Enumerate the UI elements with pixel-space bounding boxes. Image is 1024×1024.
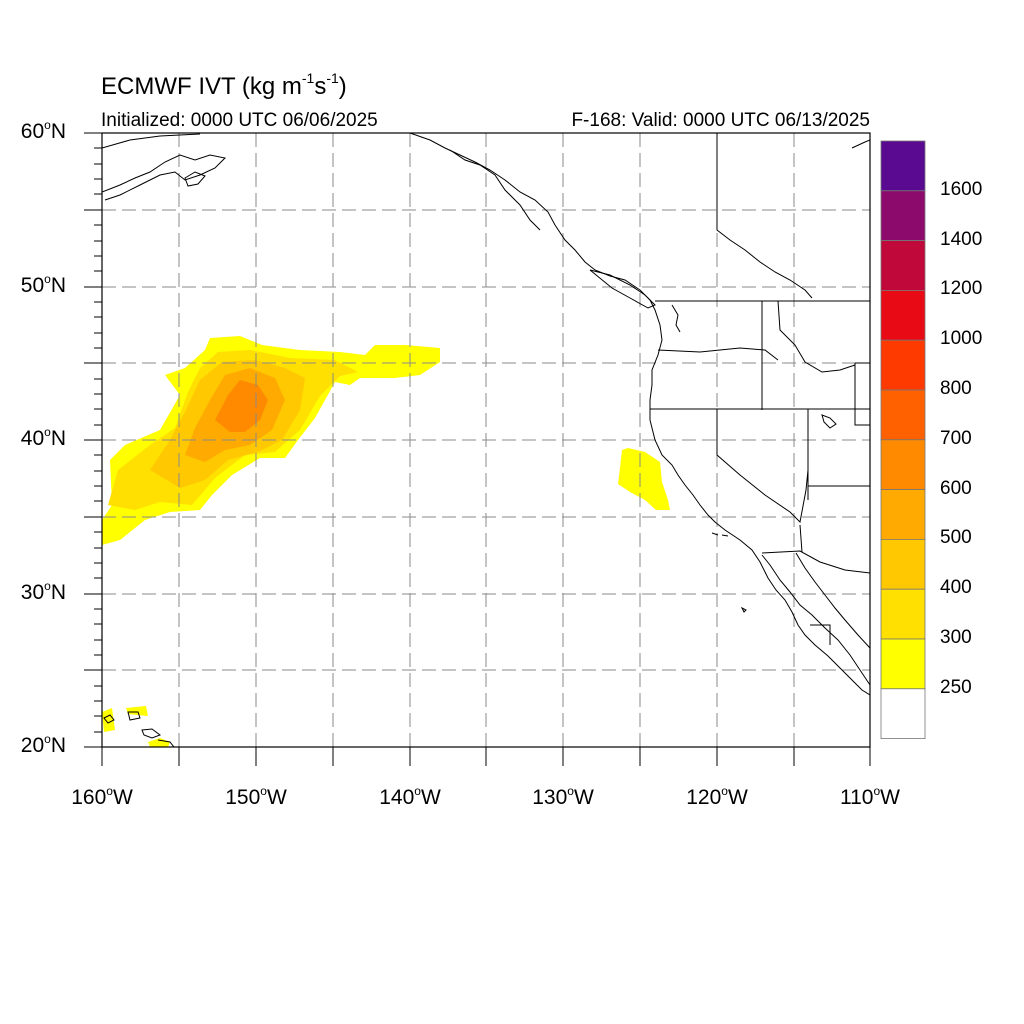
colorbar-label: 1000 [940, 328, 983, 350]
colorbar-swatch [880, 439, 926, 490]
wa-or-border [657, 347, 779, 361]
lat-label-60: 60oN [20, 118, 66, 143]
north-coast-range [851, 139, 870, 149]
ivt-patch-california [618, 448, 670, 510]
colorbar-swatch [880, 240, 926, 291]
ca-nv-border [716, 409, 809, 524]
axis-ticks [84, 132, 871, 766]
baja-gulf [761, 552, 870, 686]
puget-sound [671, 304, 681, 333]
inside-passage [449, 149, 541, 231]
colorbar-swatch [880, 539, 926, 590]
mexico-states [810, 624, 831, 645]
alaska-bc-border [716, 133, 813, 299]
lat-label-20: 20oN [20, 732, 66, 757]
coastlines [102, 133, 870, 747]
lon-label-140: 140oW [379, 784, 441, 809]
colorbar-swatch [880, 289, 926, 341]
colorbar-label: 250 [940, 676, 972, 698]
initialized-time: Initialized: 0000 UTC 06/06/2025 [101, 110, 378, 131]
ivt-patch-hawaii-1 [102, 708, 115, 732]
colorbar [880, 140, 926, 739]
lon-label-150: 150oW [225, 784, 287, 809]
lon-label-120: 120oW [686, 784, 748, 809]
lon-label-110: 110oW [840, 784, 900, 809]
lat-label-50: 50oN [20, 272, 66, 297]
lon-label-130: 130oW [532, 784, 594, 809]
colorbar-label: 600 [940, 477, 972, 499]
vancouver-island [589, 269, 656, 309]
colorbar-label: 700 [940, 427, 972, 449]
colorbar-swatch [880, 190, 926, 242]
colorbar-swatch [880, 638, 926, 690]
lon-label-160: 160oW [71, 784, 133, 809]
colorbar-label: 400 [940, 577, 972, 599]
valid-time: F-168: Valid: 0000 UTC 06/13/2025 [571, 110, 870, 131]
hawaii-islands [103, 711, 175, 747]
az-border [799, 485, 870, 553]
idaho-border [761, 300, 856, 410]
ivt-patch-hawaii-3 [148, 738, 170, 747]
great-salt-lake [821, 414, 837, 429]
alaska-islands [184, 171, 206, 187]
colorbar-swatch [880, 489, 926, 540]
colorbar-label: 1400 [940, 228, 983, 250]
colorbar-label: 1200 [940, 278, 983, 300]
channel-islands [711, 532, 747, 613]
colorbar-swatch [880, 339, 926, 391]
lat-label-40: 40oN [20, 425, 66, 450]
us-mexico-border [761, 550, 870, 574]
colorbar-swatch [880, 389, 926, 441]
lat-label-30: 30oN [20, 579, 66, 604]
state-borders [650, 133, 870, 645]
colorbar-label: 300 [940, 627, 972, 648]
ivt-patch-hawaii-2 [126, 706, 148, 716]
colorbar-label: 1600 [940, 178, 983, 200]
ivt-shading [102, 336, 670, 747]
colorbar-label: 800 [940, 378, 972, 399]
wy-co-border [854, 362, 870, 426]
ivt-plume-600 [215, 380, 268, 432]
alaska-coast [102, 154, 227, 201]
alaska-gulf-coast [102, 133, 870, 696]
colorbar-swatch [880, 140, 926, 192]
colorbar-label: 500 [940, 527, 972, 549]
colorbar-swatch [880, 688, 926, 739]
colorbar-swatch [880, 588, 926, 640]
map-title: ECMWF IVT (kg m-1s-1) [101, 70, 347, 100]
